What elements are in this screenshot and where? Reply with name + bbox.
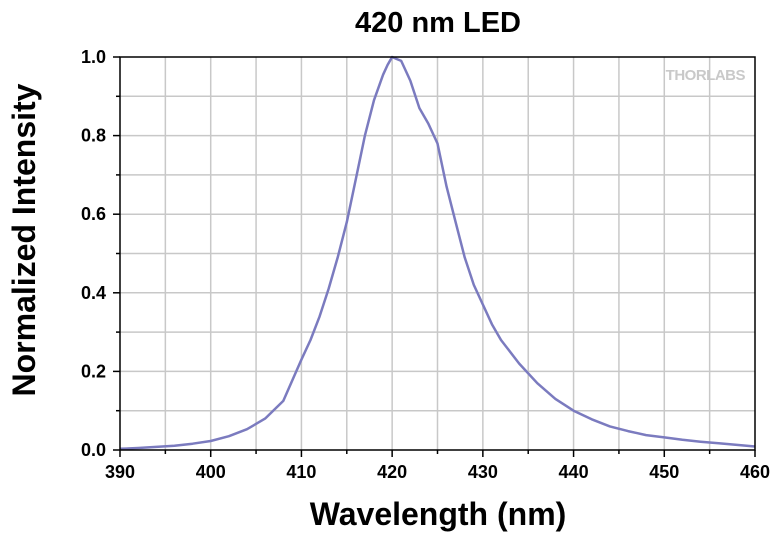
x-tick-label: 460 [740,462,770,482]
series-line [119,55,756,451]
x-tick-label: 390 [105,462,135,482]
y-tick-label: 0.6 [81,204,106,224]
grid [120,57,755,450]
y-tick-label: 0.4 [81,283,106,303]
x-tick-label: 410 [286,462,316,482]
y-tick-label: 0.2 [81,361,106,381]
y-tick-label: 0.0 [81,440,106,460]
x-tick-label: 420 [377,462,407,482]
tick-labels: 390 400 410 420 430 440 450 460 0.0 0.2 0.4 0.6 0.8 1… [81,47,770,482]
x-tick-label: 440 [559,462,589,482]
x-tick-label: 400 [196,462,226,482]
x-tick-label: 450 [649,462,679,482]
axis-ticks [113,56,756,457]
x-tick-label: 430 [468,462,498,482]
x-axis-label: Wavelength (nm) [310,496,567,532]
chart-title: 420 nm LED [355,7,521,39]
y-axis-label: Normalized Intensity [6,83,42,396]
thorlabs-logo: THORLABS [666,67,746,84]
y-tick-label: 1.0 [81,47,106,67]
y-tick-label: 0.8 [81,126,106,146]
